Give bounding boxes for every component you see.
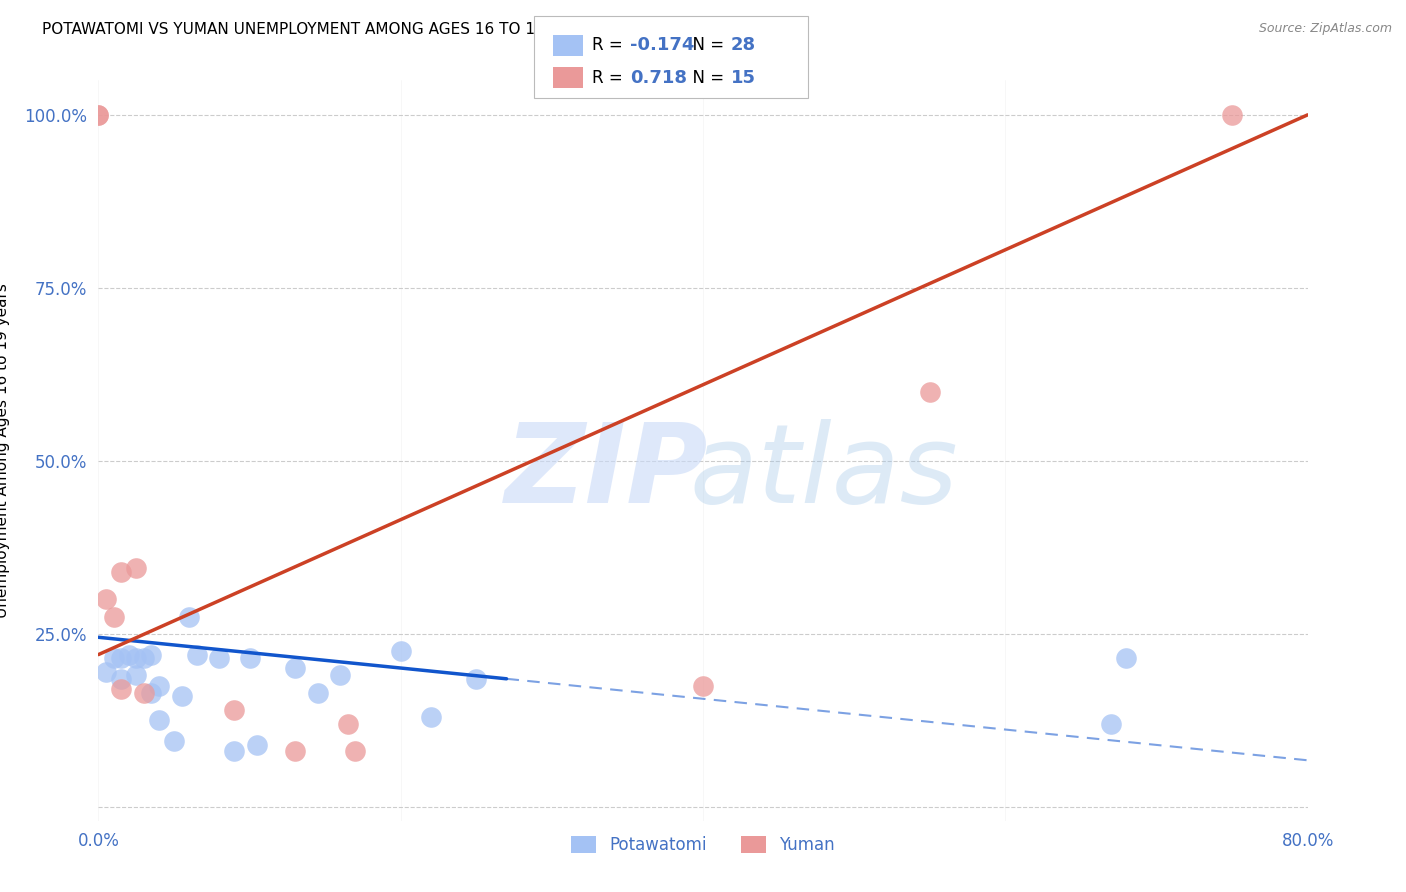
Text: 15: 15 — [731, 69, 756, 87]
Point — [87, 108, 110, 122]
Point — [465, 672, 488, 686]
Point — [1220, 108, 1243, 122]
Point — [94, 665, 117, 679]
Point — [389, 644, 412, 658]
Point — [110, 565, 132, 579]
Point — [141, 648, 163, 662]
Point — [284, 744, 307, 758]
Point — [224, 744, 246, 758]
Point — [148, 714, 170, 728]
Text: R =: R = — [592, 37, 628, 54]
Point — [103, 609, 125, 624]
Point — [918, 384, 941, 399]
Text: R =: R = — [592, 69, 633, 87]
Point — [110, 651, 132, 665]
Point — [329, 668, 352, 682]
Point — [125, 651, 148, 665]
Point — [1099, 716, 1122, 731]
Point — [420, 710, 443, 724]
Text: N =: N = — [682, 69, 730, 87]
Point — [110, 682, 132, 697]
Point — [224, 703, 246, 717]
Text: 0.718: 0.718 — [630, 69, 688, 87]
Text: Source: ZipAtlas.com: Source: ZipAtlas.com — [1258, 22, 1392, 36]
Point — [692, 679, 714, 693]
Point — [94, 592, 117, 607]
Point — [125, 561, 148, 575]
Point — [284, 661, 307, 675]
Point — [1115, 651, 1137, 665]
Point — [163, 734, 186, 748]
Y-axis label: Unemployment Among Ages 16 to 19 years: Unemployment Among Ages 16 to 19 years — [0, 283, 10, 618]
Text: 28: 28 — [731, 37, 756, 54]
Point — [186, 648, 208, 662]
Text: -0.174: -0.174 — [630, 37, 695, 54]
Point — [170, 689, 193, 703]
Point — [110, 672, 132, 686]
Point — [239, 651, 262, 665]
Point — [179, 609, 201, 624]
Point — [125, 668, 148, 682]
Text: POTAWATOMI VS YUMAN UNEMPLOYMENT AMONG AGES 16 TO 19 YEARS CORRELATION CHART: POTAWATOMI VS YUMAN UNEMPLOYMENT AMONG A… — [42, 22, 769, 37]
Point — [141, 685, 163, 699]
Point — [132, 651, 155, 665]
Text: ZIP: ZIP — [505, 419, 709, 526]
Point — [132, 685, 155, 699]
Point — [118, 648, 141, 662]
Point — [246, 738, 269, 752]
Point — [344, 744, 367, 758]
Point — [103, 651, 125, 665]
Text: atlas: atlas — [689, 419, 959, 526]
Point — [87, 108, 110, 122]
Legend: Potawatomi, Yuman: Potawatomi, Yuman — [565, 829, 841, 861]
Text: N =: N = — [682, 37, 730, 54]
Point — [336, 716, 359, 731]
Point — [148, 679, 170, 693]
Point — [208, 651, 231, 665]
Point — [307, 685, 329, 699]
